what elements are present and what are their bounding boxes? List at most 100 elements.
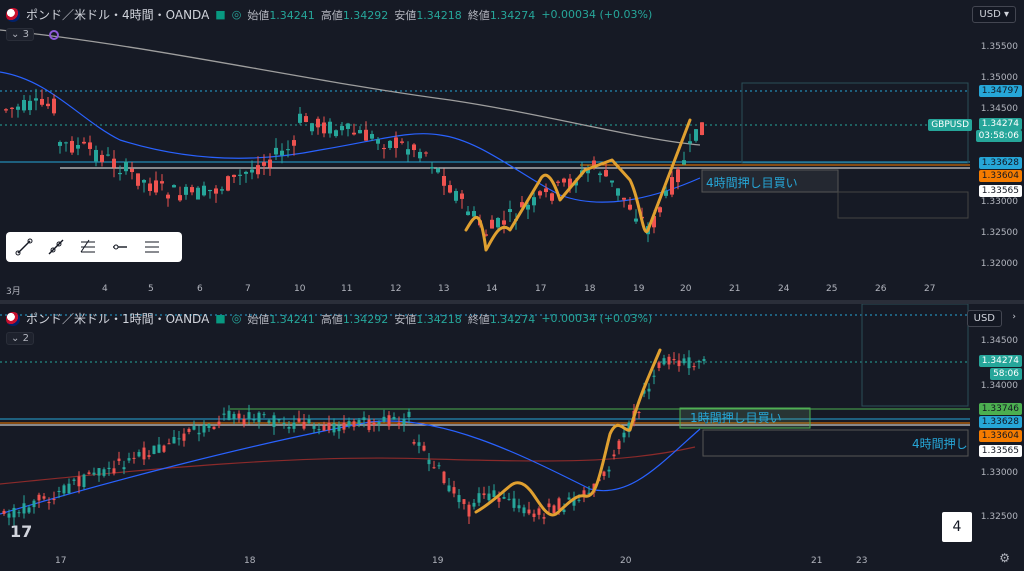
price-axis-1h[interactable]: 1.34500 1.34000 1.33000 1.32500 bbox=[972, 304, 1024, 554]
gbpusd-flag-icon bbox=[6, 311, 20, 326]
candle-body bbox=[177, 438, 181, 440]
horizontal-ray-icon[interactable] bbox=[110, 237, 130, 257]
indicator-collapse-button[interactable]: ⌄ 2 bbox=[6, 332, 34, 345]
candle-body bbox=[132, 457, 136, 459]
candle-body bbox=[196, 187, 200, 200]
candle-body bbox=[274, 147, 278, 155]
price-badge: 1.34274 bbox=[978, 355, 1022, 367]
x-tick: 7 bbox=[245, 284, 251, 294]
chevron-right-icon[interactable]: › bbox=[1012, 312, 1016, 322]
price-badge: 1.33628 bbox=[978, 416, 1022, 428]
ohlc-close: 終値1.34274 bbox=[467, 8, 536, 22]
candle-body bbox=[160, 181, 164, 184]
symbol-legend: ポンド／米ドル・4時間・OANDA ■ ◎ 始値1.34241 高値1.3429… bbox=[6, 6, 652, 23]
parallel-lines-icon[interactable] bbox=[142, 237, 162, 257]
candle-body bbox=[517, 505, 521, 509]
candle-body bbox=[267, 420, 271, 423]
candle-body bbox=[102, 469, 106, 476]
price-badge: 1.33604 bbox=[978, 430, 1022, 442]
annotation-4h-buy[interactable]: 4時間押し目買い bbox=[706, 176, 798, 190]
candle-body bbox=[280, 150, 284, 156]
candle-body bbox=[184, 186, 188, 195]
candle-body bbox=[167, 443, 171, 445]
zone-4h-buy bbox=[701, 169, 839, 193]
candle-body bbox=[537, 508, 541, 515]
candle-body bbox=[662, 358, 666, 365]
candle-body bbox=[502, 497, 506, 499]
candle-body bbox=[610, 180, 614, 183]
candle-body bbox=[457, 495, 461, 503]
candle-body bbox=[658, 207, 662, 213]
candle-body bbox=[574, 181, 578, 186]
x-tick: 18 bbox=[244, 556, 256, 566]
drawing-toolbar bbox=[6, 232, 182, 262]
candle-body bbox=[602, 471, 606, 477]
candle-body bbox=[447, 485, 451, 492]
ohlc-low: 安値1.34218 bbox=[394, 312, 462, 326]
candle-body bbox=[460, 193, 464, 199]
candle-body bbox=[547, 503, 551, 508]
chart-canvas-4h[interactable] bbox=[0, 0, 1024, 300]
candle-body bbox=[2, 510, 6, 514]
candle-body bbox=[328, 121, 332, 134]
candle-body bbox=[112, 468, 116, 474]
chart-pane-4h[interactable]: ポンド／米ドル・4時間・OANDA ■ ◎ 始値1.34241 高値1.3429… bbox=[0, 0, 1024, 300]
ma-short bbox=[0, 71, 701, 203]
candle-body bbox=[220, 189, 224, 191]
candle-body bbox=[406, 149, 410, 155]
candle-body bbox=[226, 176, 230, 191]
candle-body bbox=[572, 497, 576, 506]
candle-body bbox=[532, 513, 536, 518]
candle-body bbox=[322, 425, 326, 431]
x-tick: 3月 bbox=[6, 287, 21, 297]
candle-body bbox=[657, 362, 661, 368]
candle-body bbox=[550, 193, 554, 201]
candle-body bbox=[124, 161, 128, 172]
currency-selector[interactable]: USD bbox=[966, 310, 1002, 327]
candle-body bbox=[676, 169, 680, 183]
symbol-title[interactable]: ポンド／米ドル・4時間・OANDA bbox=[26, 8, 210, 22]
price-change: +0.00034 (+0.03%) bbox=[541, 312, 653, 325]
pane-divider[interactable] bbox=[0, 300, 1024, 304]
x-tick: 25 bbox=[826, 284, 838, 294]
candle-body bbox=[197, 432, 201, 435]
y-tick: 1.33000 bbox=[980, 468, 1018, 478]
candle-body bbox=[604, 170, 608, 177]
candle-body bbox=[297, 418, 301, 422]
ohlc-high: 高値1.34292 bbox=[320, 312, 389, 326]
currency-selector[interactable]: USD ▾ bbox=[972, 6, 1016, 23]
candle-body bbox=[412, 442, 416, 444]
candle-body bbox=[412, 144, 416, 151]
candle-body bbox=[694, 129, 698, 141]
candle-body bbox=[507, 498, 511, 500]
candle-body bbox=[72, 479, 76, 481]
candle-body bbox=[544, 188, 548, 193]
candle-body bbox=[100, 154, 104, 163]
candle-body bbox=[77, 476, 81, 487]
fib-retracement-icon[interactable] bbox=[78, 237, 98, 257]
candle-body bbox=[346, 123, 350, 129]
candle-body bbox=[287, 427, 291, 429]
candle-body bbox=[302, 421, 306, 429]
annotation-4h-buy-partial[interactable]: 4時間押し bbox=[912, 437, 968, 451]
candle-body bbox=[538, 191, 542, 196]
annotation-1h-buy[interactable]: 1時間押し目買い bbox=[690, 411, 782, 425]
zone-upper bbox=[861, 304, 969, 407]
ray-icon[interactable] bbox=[46, 237, 66, 257]
candle-body bbox=[282, 422, 286, 424]
symbol-title[interactable]: ポンド／米ドル・1時間・OANDA bbox=[26, 312, 210, 326]
chart-canvas-1h[interactable] bbox=[0, 304, 1024, 571]
chart-pane-1h[interactable]: ポンド／米ドル・1時間・OANDA ■ ◎ 始値1.34241 高値1.3429… bbox=[0, 304, 1024, 571]
trend-line-icon[interactable] bbox=[14, 237, 34, 257]
settings-gear-icon[interactable]: ⚙ bbox=[999, 551, 1010, 565]
y-tick: 1.32500 bbox=[980, 228, 1018, 238]
candle-body bbox=[64, 142, 68, 144]
candle-body bbox=[402, 419, 406, 425]
indicator-collapse-button[interactable]: ⌄ 3 bbox=[6, 28, 34, 41]
candle-body bbox=[357, 420, 361, 425]
price-axis-4h[interactable]: 1.35500 1.35000 1.34500 1.33000 1.32500 … bbox=[972, 0, 1024, 280]
candle-body bbox=[454, 191, 458, 201]
candle-body bbox=[208, 189, 212, 192]
candle-body bbox=[27, 507, 31, 513]
